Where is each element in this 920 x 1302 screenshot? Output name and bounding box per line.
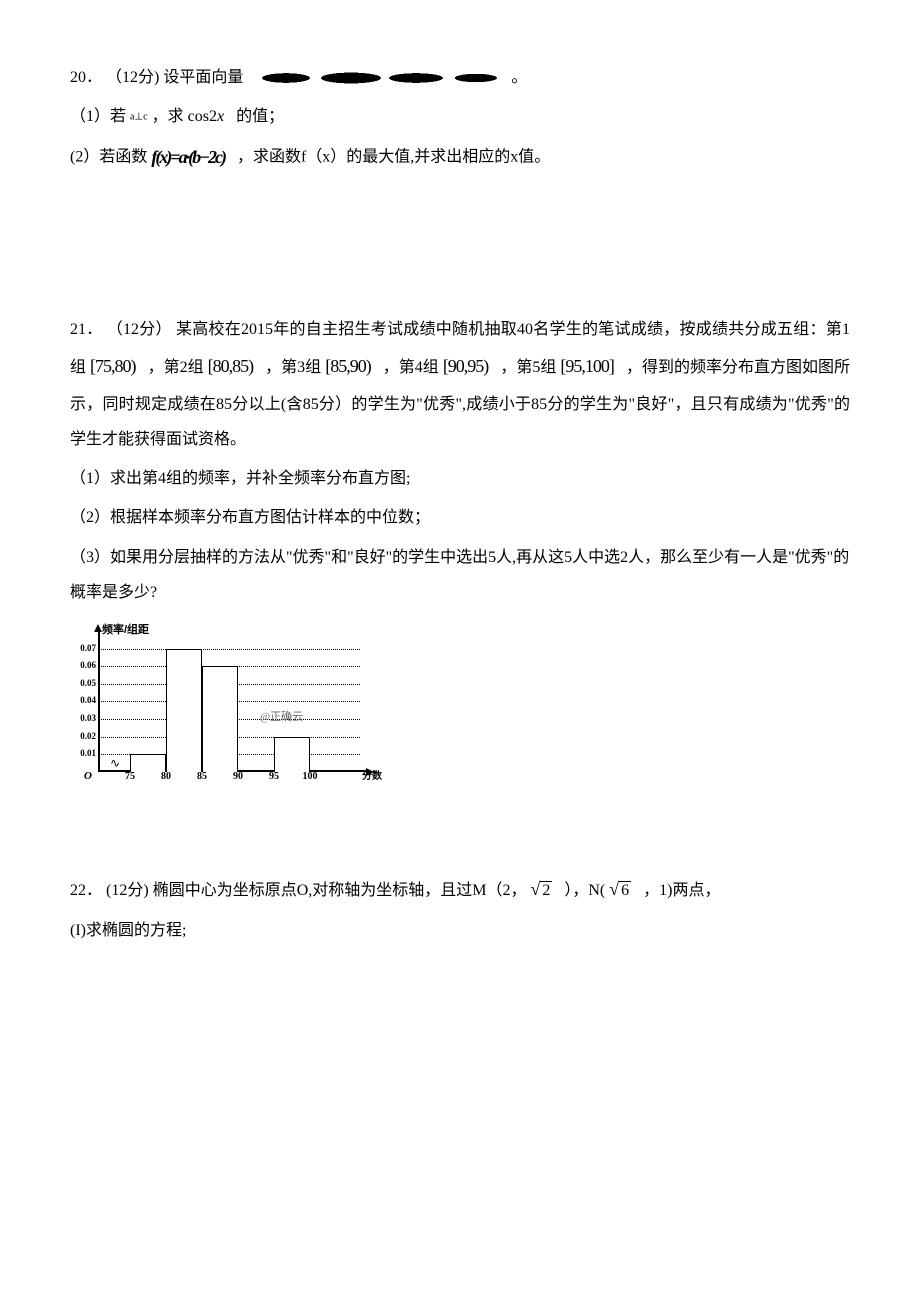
- frequency-histogram: 频率/组距 O ∿ 分数 0.010.020.030.040.050.060.0…: [70, 620, 370, 790]
- q21-part1: （1）求出第4组的频率，并补全频率分布直方图;: [70, 461, 850, 496]
- chart-xtick: 75: [125, 766, 135, 788]
- q22-stem-c: ，1)两点，: [643, 882, 720, 899]
- interval-1: [75,80): [90, 356, 136, 376]
- vector-definition-formula: [247, 69, 507, 87]
- q22-part1: (I)求椭圆的方程;: [70, 913, 850, 948]
- interval-3: [85,90): [325, 356, 371, 376]
- chart-ytick: 0.02: [80, 727, 96, 747]
- q21-part2: （2）根据样本频率分布直方图估计样本的中位数；: [70, 500, 850, 535]
- histogram-bar: [202, 666, 238, 772]
- chart-ylabel: 频率/组距: [102, 618, 149, 642]
- chart-xtick: 95: [269, 766, 279, 788]
- chart-ytick: 0.03: [80, 709, 96, 729]
- sqrt-6: √6: [609, 882, 631, 899]
- q21-points: （12分）: [107, 321, 172, 338]
- q20-number: 20．: [70, 69, 102, 86]
- interval-4: [90,95): [443, 356, 489, 376]
- y-axis-arrow-icon: [94, 624, 102, 632]
- q21-stem: 21． （12分） 某高校在2015年的自主招生考试成绩中随机抽取40名学生的笔…: [70, 312, 850, 457]
- fx-formula: f(x)=a·(b−2c): [151, 138, 225, 178]
- q20-p2-b: ，求函数f（x）的最大值,并求出相应的x值。: [237, 149, 550, 166]
- chart-xtick: 80: [161, 766, 171, 788]
- chart-xtick: 90: [233, 766, 243, 788]
- cos2x: cos2x: [188, 108, 224, 125]
- q21-number: 21．: [70, 321, 103, 338]
- q20-p1-a: （1）若: [70, 108, 126, 125]
- chart-origin: O: [84, 764, 92, 788]
- chart-gridline: [98, 649, 360, 650]
- q20-points: （12分): [106, 69, 159, 86]
- chart-xtick: 85: [197, 766, 207, 788]
- histogram-bar: [166, 649, 202, 772]
- q20-part1: （1）若 a⊥c ，求 cos2x 的值；: [70, 99, 850, 134]
- interval-5: [95,100]: [560, 356, 614, 376]
- q20-stem-b: 。: [511, 69, 527, 86]
- q22-stem: 22． (12分) 椭圆中心为坐标原点O,对称轴为坐标轴，且过M（2， √2 ）…: [70, 870, 850, 910]
- q20-p1-b: ，求: [152, 108, 184, 125]
- perp-condition: a⊥c: [130, 112, 148, 123]
- q22-number: 22．: [70, 882, 102, 899]
- q22-stem-b: ），N(: [564, 882, 605, 899]
- q20-stem: 20． （12分) 设平面向量 。: [70, 60, 850, 95]
- q22-points: (12分): [106, 882, 149, 899]
- interval-2: [80,85): [208, 356, 254, 376]
- chart-ytick: 0.01: [80, 744, 96, 764]
- chart-ytick: 0.04: [80, 692, 96, 712]
- chart-ytick: 0.06: [80, 656, 96, 676]
- chart-xlabel: 分数: [362, 766, 382, 788]
- q20-part2: (2）若函数 f(x)=a·(b−2c) ，求函数f（x）的最大值,并求出相应的…: [70, 138, 850, 178]
- q20-p1-c: 的值；: [236, 108, 284, 125]
- q22-stem-a: 椭圆中心为坐标原点O,对称轴为坐标轴，且过M（2，: [153, 882, 527, 899]
- q20-stem-a: 设平面向量: [163, 69, 243, 86]
- chart-xtick: 100: [303, 766, 318, 788]
- q21-part3: （3）如果用分层抽样的方法从"优秀"和"良好"的学生中选出5人,再从这5人中选2…: [70, 540, 850, 610]
- q20-p2-a: (2）若函数: [70, 149, 147, 166]
- sqrt-2: √2: [530, 882, 552, 899]
- chart-ytick: 0.07: [80, 639, 96, 659]
- chart-watermark: @正确云: [260, 705, 303, 729]
- chart-ytick: 0.05: [80, 674, 96, 694]
